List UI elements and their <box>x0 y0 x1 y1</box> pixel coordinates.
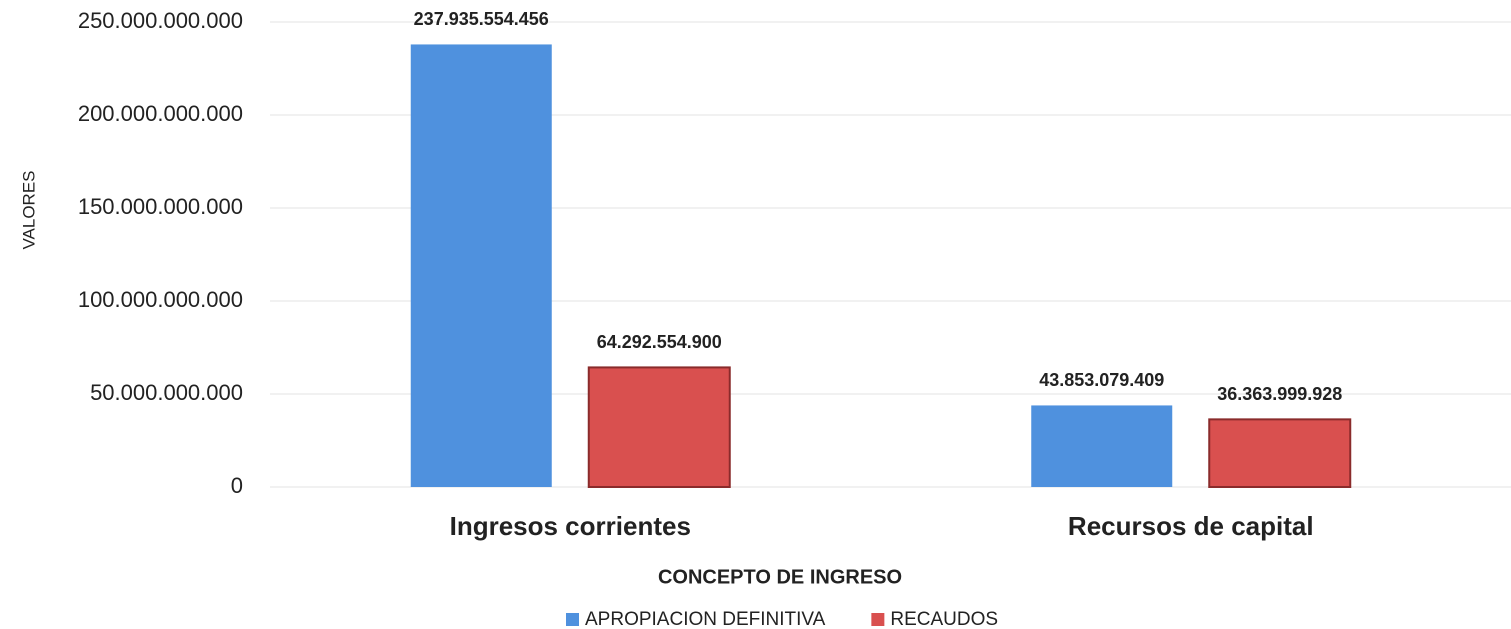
x-tick-label: Recursos de capital <box>1068 511 1314 541</box>
data-label: 64.292.554.900 <box>597 332 722 352</box>
y-tick-label: 0 <box>231 473 243 498</box>
data-label: 36.363.999.928 <box>1217 384 1342 404</box>
x-axis-title: CONCEPTO DE INGRESO <box>658 566 902 588</box>
y-axis-title: VALORES <box>19 170 38 249</box>
y-tick-label: 100.000.000.000 <box>78 287 243 312</box>
y-tick-label: 250.000.000.000 <box>78 8 243 33</box>
legend-label: RECAUDOS <box>890 609 998 629</box>
bar <box>1208 418 1352 488</box>
legend-label: APROPIACION DEFINITIVA <box>585 609 826 629</box>
bar <box>1031 405 1173 487</box>
data-label: 237.935.554.456 <box>414 9 549 29</box>
x-tick-label: Ingresos corrientes <box>450 511 691 541</box>
y-tick-label: 150.000.000.000 <box>78 194 243 219</box>
bar <box>410 44 552 487</box>
legend-swatch <box>871 613 885 626</box>
y-tick-label: 50.000.000.000 <box>90 380 243 405</box>
data-label: 43.853.079.409 <box>1039 370 1164 390</box>
bar <box>587 366 731 489</box>
legend-swatch <box>566 613 579 626</box>
y-tick-label: 200.000.000.000 <box>78 101 243 126</box>
